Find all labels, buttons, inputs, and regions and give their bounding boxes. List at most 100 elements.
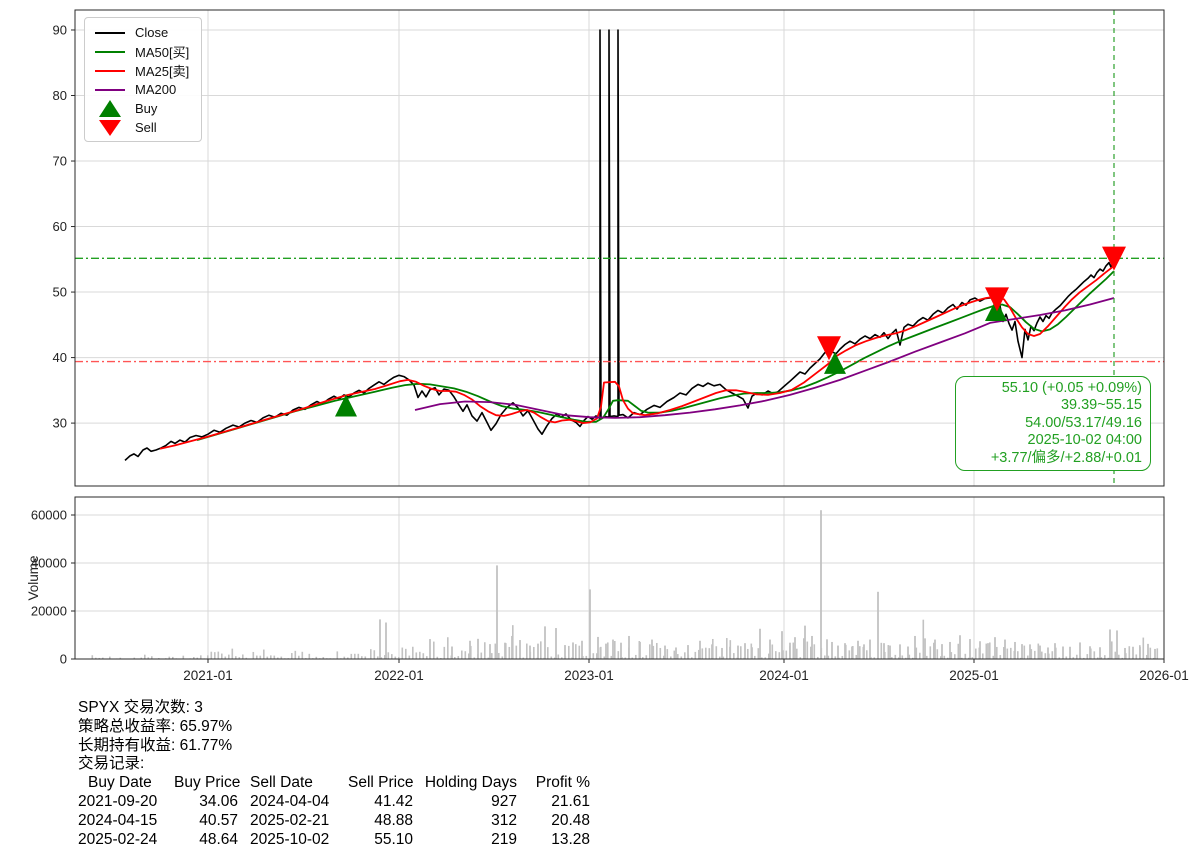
volume-bar	[764, 657, 767, 659]
volume-bar	[473, 657, 476, 659]
volume-spike-bar	[759, 628, 761, 659]
volume-spike-bar	[949, 641, 951, 659]
volume-bar	[315, 656, 318, 659]
volume-bar	[761, 657, 763, 659]
plot-canvas: 30 40 50 60 70 80 90 0 20000 40000 60000 2021-01 202…	[26, 9, 1189, 683]
volume-bar	[377, 656, 379, 659]
volume-bar	[859, 646, 861, 659]
volume-bar	[182, 655, 185, 659]
volume-bar	[508, 646, 511, 659]
volume-bar	[961, 657, 963, 659]
trade-cell: 2021-09-20	[78, 792, 158, 810]
volume-bar	[98, 657, 101, 659]
volume-bar	[905, 657, 907, 659]
volume-bar	[221, 653, 223, 659]
volume-bar	[1121, 657, 1124, 659]
volume-bar	[91, 655, 94, 659]
trade-cell: 2025-02-24	[78, 830, 158, 848]
volume-spike-bar	[811, 635, 813, 659]
volume-bar	[1097, 657, 1099, 659]
volume-bar	[252, 651, 255, 659]
volume-spike-bar	[544, 626, 546, 659]
annotation-line: 54.00/53.17/49.16	[1025, 414, 1142, 431]
volume-bar	[985, 643, 988, 659]
volume-spike-bar	[979, 641, 981, 659]
volume-bar	[350, 653, 353, 659]
volume-bar	[415, 652, 418, 659]
volume-bar	[1142, 637, 1145, 659]
volume-bar	[614, 641, 616, 659]
volume-spike-bar	[496, 565, 498, 659]
volume-bar	[803, 638, 805, 659]
volume-bar	[1017, 651, 1019, 659]
trade-table-row: 2021-09-20 34.06 2024-04-04 41.42 927 21.61	[78, 793, 590, 812]
volume-bar	[635, 654, 637, 659]
volume-bar	[813, 644, 816, 659]
volume-bar	[824, 655, 826, 659]
volume-bar	[733, 653, 735, 659]
trade-cell: 13.28	[551, 830, 590, 848]
volume-bar	[119, 657, 122, 659]
volume-bar	[989, 642, 991, 659]
volume-bar	[1083, 657, 1085, 659]
volume-spike-bar	[612, 639, 614, 659]
trade-table: Buy Date Buy Price Sell Date Sell Price Hold…	[78, 774, 590, 849]
volume-spike-bar	[519, 640, 521, 659]
sell-marker	[817, 336, 841, 361]
stat-line: 策略总收益率: 65.97%	[78, 717, 233, 735]
volume-bar	[1072, 657, 1075, 659]
trade-cell: 2024-04-15	[78, 811, 158, 829]
volume-spike-bar	[789, 642, 791, 659]
volume-bar	[705, 647, 707, 659]
volume-bar	[631, 657, 634, 659]
volume-bar	[259, 655, 262, 659]
volume-bar	[940, 656, 942, 659]
volume-bar	[238, 657, 241, 659]
volume-bar	[964, 653, 967, 659]
volume-spike-bar	[877, 591, 879, 659]
volume-bar	[347, 657, 349, 659]
legend-label: Close	[135, 25, 169, 40]
volume-spike-bar	[639, 641, 641, 659]
volume-bar	[600, 646, 602, 659]
xtick-label: 2026-01	[1139, 668, 1189, 683]
volume-bar	[436, 656, 439, 659]
volume-spike-bar	[1039, 645, 1041, 659]
volume-bar	[943, 655, 946, 659]
volume-spike-bar	[1069, 646, 1071, 659]
volume-bar	[1153, 657, 1155, 659]
volume-bar	[747, 648, 749, 659]
volume-bar	[242, 654, 244, 659]
volume-bar	[624, 657, 627, 659]
volume-bar	[468, 653, 470, 659]
price-annotation-box: 55.10 (+0.05 +0.09%) 39.39~55.15 54.00/53.…	[955, 376, 1151, 472]
volume-bar	[491, 653, 493, 659]
volume-bar	[354, 653, 356, 659]
trade-table-row: 2025-02-24 48.64 2025-10-02 55.10 219 13.28	[78, 831, 590, 850]
trade-cell: 55.10	[374, 830, 413, 848]
volume-bar	[231, 648, 234, 659]
volume-bar	[827, 655, 830, 659]
volume-bar	[172, 656, 174, 659]
volume-bar	[575, 644, 577, 659]
legend-label: MA200	[135, 82, 177, 97]
legend-label: Sell	[135, 120, 157, 135]
volume-bar	[666, 649, 669, 659]
volume-spike-bar	[511, 635, 513, 659]
volume-bar	[1030, 649, 1033, 659]
panel-border	[74, 496, 1165, 660]
xtick-label: 2025-01	[949, 668, 999, 683]
volume-bar	[617, 651, 620, 659]
buy-marker	[335, 394, 357, 417]
volume-bar	[498, 652, 500, 659]
volume-bar	[912, 657, 914, 659]
volume-spike-bar	[941, 644, 943, 659]
volume-spike-bar	[863, 644, 865, 659]
xtick-label: 2023-01	[564, 668, 614, 683]
volume-spike-bar	[572, 642, 574, 659]
volume-bar	[1006, 648, 1009, 659]
stock-chart-figure: 30 40 50 60 70 80 90 0 20000 40000 60000 2021-01 202…	[26, 9, 1189, 683]
volume-bar	[806, 641, 809, 659]
volume-spike-bar	[620, 642, 622, 659]
volume-bar	[298, 655, 300, 659]
